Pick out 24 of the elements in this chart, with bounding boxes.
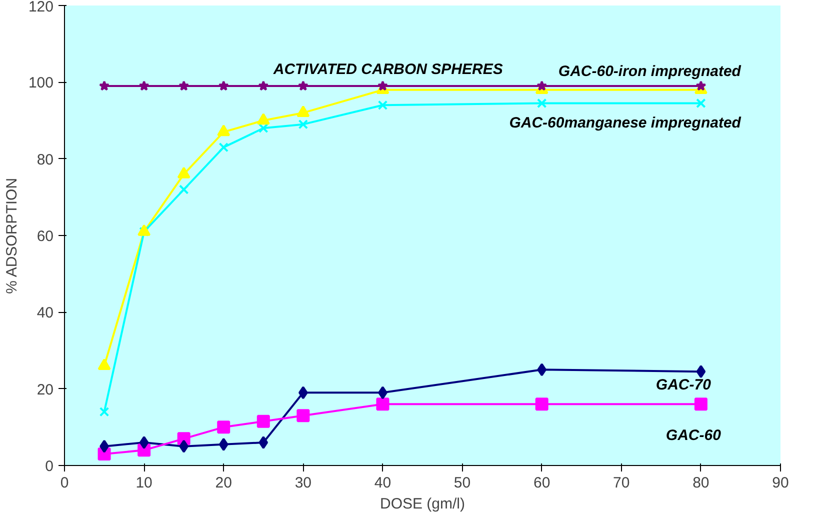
x-tick-label: 20 <box>215 474 232 492</box>
y-axis-title: % ADSORPTION <box>3 178 20 294</box>
y-tick-label: 80 <box>36 151 54 168</box>
y-tick-label: 20 <box>36 381 54 398</box>
x-axis-title: DOSE (gm/l) <box>380 496 466 512</box>
y-tick-label: 100 <box>28 74 54 92</box>
x-tick-label: 10 <box>136 474 152 492</box>
series-label: GAC-60manganese impregnated <box>509 114 742 132</box>
y-tick-label: 120 <box>28 0 54 16</box>
y-tick-label: 60 <box>36 228 54 245</box>
x-tick-label: 60 <box>533 474 550 492</box>
x-tick-label: 70 <box>613 474 630 492</box>
series-label: ACTIVATED CARBON SPHERES <box>272 61 503 78</box>
y-tick-label: 40 <box>36 304 54 322</box>
x-tick-label: 40 <box>374 474 392 492</box>
x-tick-label: 90 <box>772 474 789 492</box>
x-tick-label: 50 <box>454 474 471 492</box>
x-tick-label: 0 <box>60 474 69 492</box>
series-label: GAC-70 <box>656 376 712 394</box>
x-tick-label: 80 <box>692 474 710 492</box>
x-tick-label: 30 <box>294 474 312 492</box>
series-label: GAC-60 <box>666 427 722 444</box>
y-tick-label: 0 <box>45 458 54 475</box>
series-label: GAC-60-iron impregnated <box>558 62 742 80</box>
